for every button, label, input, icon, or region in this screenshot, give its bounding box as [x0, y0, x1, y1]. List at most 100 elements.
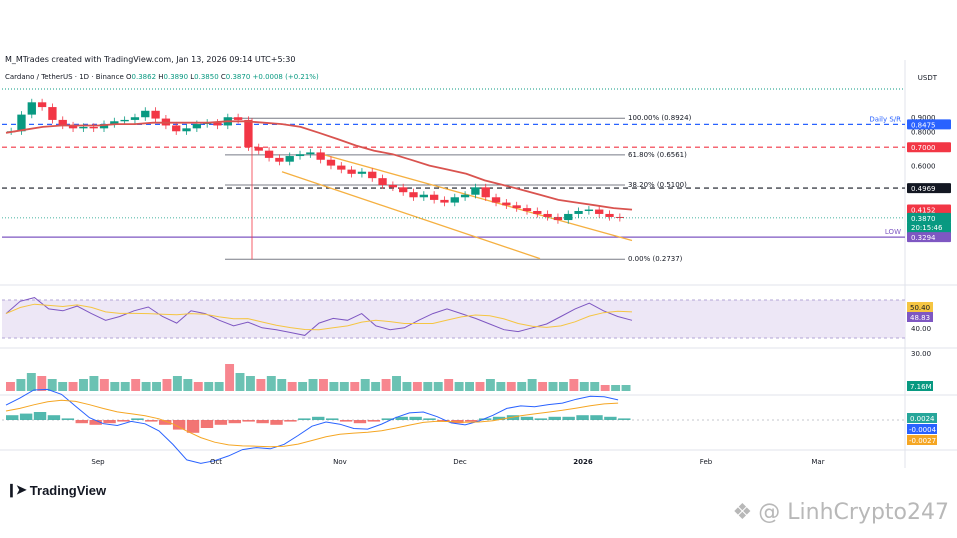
volume-bar — [26, 373, 36, 391]
volume-bar — [266, 376, 276, 391]
candle-body — [533, 211, 542, 214]
macd-histogram-bar — [395, 416, 408, 420]
candle-body — [27, 102, 36, 115]
time-tick-6: Mar — [811, 458, 824, 466]
top-margin — [0, 0, 957, 50]
macd-histogram-bar — [214, 420, 228, 425]
macd-histogram-bar — [465, 420, 478, 422]
volume-bar — [58, 382, 68, 391]
open-label: O — [126, 73, 132, 81]
high-label: H — [158, 73, 164, 81]
candle-body — [244, 119, 253, 148]
volume-bar — [162, 379, 172, 391]
time-tick-0: Sep — [91, 458, 105, 466]
candle-body — [584, 209, 594, 212]
volume-bar — [319, 379, 328, 391]
close-label: C — [220, 73, 226, 81]
candle-body — [58, 119, 67, 126]
macd-signal-label: -0.0027 — [909, 437, 936, 445]
price-label-box-5 — [907, 221, 951, 232]
time-tick-2: Nov — [333, 458, 347, 466]
rsi-ma-label-box — [907, 302, 933, 312]
candle-body — [110, 121, 119, 125]
volume-bar — [371, 382, 381, 391]
level-label-0: Daily S/R — [869, 115, 901, 123]
watermark-text: @ LinhCrypto247 — [758, 500, 949, 525]
candle-body — [512, 205, 521, 209]
candle-body — [357, 171, 367, 174]
candle-body — [471, 187, 480, 195]
rsi-tick-30: 30.00 — [911, 350, 931, 358]
currency-unit: USDT — [917, 74, 937, 82]
macd-histogram-bar — [228, 420, 241, 424]
volume-bar — [89, 376, 99, 391]
candle-body — [460, 194, 470, 198]
price-label-7: 0.3294 — [911, 234, 936, 242]
time-tick-3: Dec — [453, 458, 467, 466]
volume-bar — [506, 382, 516, 391]
macd-histogram-bar — [534, 418, 548, 420]
candle-body — [264, 150, 274, 158]
candle-body — [543, 213, 552, 217]
candle-body — [68, 125, 78, 129]
macd-histogram-bar — [89, 420, 102, 425]
channel-lower-line — [281, 171, 541, 260]
volume-bar — [558, 382, 568, 391]
macd-histogram-bar — [242, 420, 255, 422]
candle-body — [130, 117, 140, 120]
candle-body — [368, 171, 377, 179]
macd-histogram-bar — [478, 418, 492, 420]
fib-label-2: 38.20% (0.5100) — [628, 181, 687, 189]
volume-bar — [308, 379, 318, 391]
volume-bar — [569, 379, 579, 391]
candle-body — [233, 117, 243, 120]
candle-body — [399, 187, 408, 193]
candle-body — [285, 156, 294, 162]
macd-signal-label-box — [907, 435, 937, 445]
macd-histogram-bar — [353, 420, 367, 424]
open-value: 0.3862 — [131, 73, 157, 81]
macd-histogram-bar — [284, 420, 297, 422]
macd-signal-line — [5, 399, 619, 448]
rsi-line — [5, 297, 633, 336]
volume-bar — [204, 382, 214, 391]
volume-bar — [37, 376, 47, 391]
macd-histogram-bar — [381, 418, 395, 420]
candle-body — [347, 169, 356, 174]
price-label-2: 0.4969 — [911, 185, 936, 193]
candle-body — [429, 194, 439, 200]
candle-body — [409, 192, 418, 198]
volume-bar — [433, 382, 443, 391]
tradingview-logo-text: TradingView — [29, 482, 107, 498]
volume-bar — [256, 379, 266, 391]
candle-body — [378, 178, 387, 185]
volume-bar — [298, 382, 308, 391]
candle-body — [481, 187, 490, 198]
candle-body — [275, 157, 284, 162]
candle-body — [37, 102, 47, 108]
macd-histogram-bar — [312, 416, 325, 420]
volume-bar — [141, 382, 151, 391]
volume-bar — [120, 382, 130, 391]
low-value: 0.3850 — [194, 73, 219, 81]
price-label-5: 20:15:46 — [911, 224, 943, 232]
price-label-box-0 — [907, 119, 951, 130]
macd-histogram-bar — [576, 415, 589, 420]
macd-histogram-bar — [19, 413, 33, 420]
macd-histogram-bar — [298, 418, 311, 420]
volume-bar — [527, 379, 537, 391]
macd-histogram-bar — [75, 420, 88, 424]
volume-bar — [465, 382, 474, 391]
candle-body — [615, 216, 624, 218]
candle-body — [141, 110, 150, 118]
volume-bar — [172, 376, 182, 391]
candle-body — [522, 208, 532, 212]
candle-body — [595, 209, 604, 214]
candle-body — [388, 184, 398, 188]
price-label-box-7 — [907, 232, 951, 243]
candle-body — [192, 124, 202, 129]
candle-body — [574, 211, 583, 214]
macd-histogram-bar — [548, 416, 561, 420]
price-tick-0: 0.9000 — [911, 114, 936, 122]
